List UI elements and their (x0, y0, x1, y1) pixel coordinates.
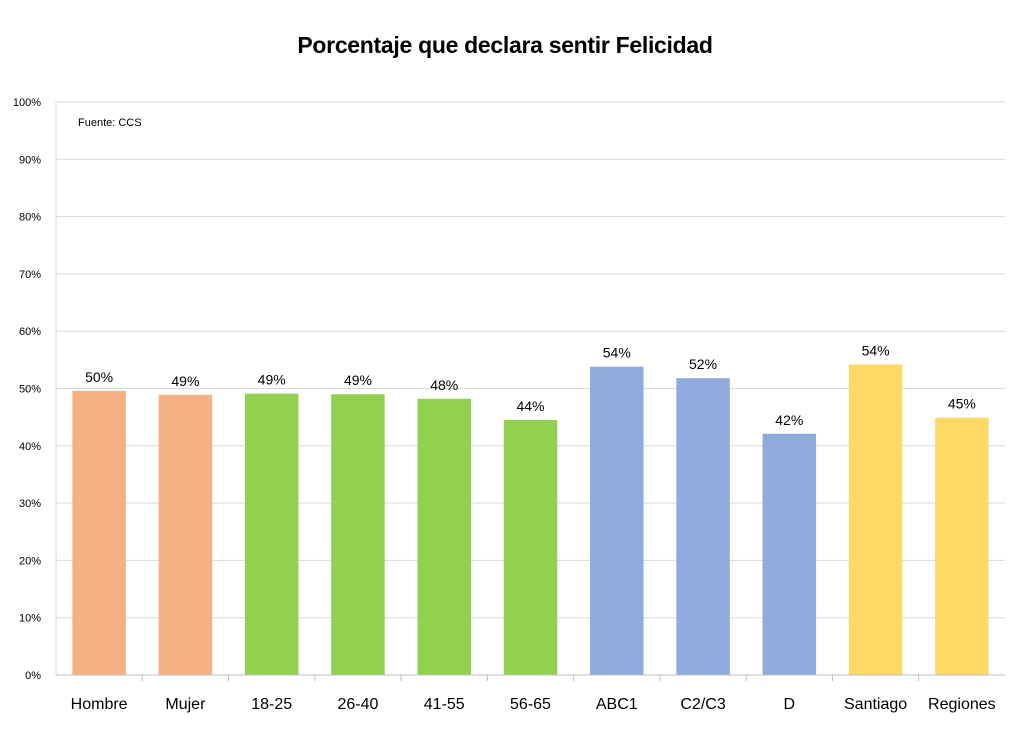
bar (848, 364, 903, 675)
y-tick-label: 0% (25, 670, 41, 682)
bar (417, 398, 471, 675)
bar (590, 366, 644, 675)
y-tick-label: 100% (13, 97, 41, 109)
x-tick-label: Regiones (928, 696, 996, 713)
x-tick-label: 18-25 (251, 696, 292, 713)
source-note: Fuente: CCS (78, 117, 142, 129)
bar (935, 417, 989, 675)
y-tick-label: 60% (19, 326, 41, 338)
data-label: 49% (258, 372, 286, 388)
y-tick-label: 70% (19, 269, 41, 281)
y-tick-label: 40% (19, 441, 41, 453)
x-tick-label: Hombre (71, 696, 128, 713)
x-tick-label: D (784, 696, 796, 713)
x-tick-label: C2/C3 (680, 696, 725, 713)
y-tick-label: 20% (19, 555, 41, 567)
x-tick-label: 26-40 (337, 696, 378, 713)
data-label: 54% (603, 345, 631, 361)
bar (762, 433, 817, 675)
bar (158, 394, 213, 675)
y-tick-label: 30% (19, 498, 41, 510)
chart-title: Porcentaje que declara sentir Felicidad (297, 32, 713, 58)
x-tick-label: 56-65 (510, 696, 551, 713)
data-label: 42% (775, 412, 803, 428)
bar (676, 378, 730, 675)
data-label: 50% (85, 369, 113, 385)
bar (72, 390, 126, 675)
data-label: 48% (430, 377, 458, 393)
labels: 0% 10% 20% 30% 40% 50% 60% 70% 80% 90% 100% 50% Homb… (13, 97, 996, 713)
bar (244, 393, 299, 675)
bar (503, 420, 558, 675)
x-tick-label: 41-55 (424, 696, 465, 713)
y-tick-label: 50% (19, 384, 41, 396)
bars (72, 364, 989, 675)
x-tick-label: Mujer (165, 696, 206, 713)
x-tick-label: Santiago (844, 696, 907, 713)
axes (55, 102, 1005, 676)
data-label: 54% (862, 342, 890, 358)
data-label: 45% (948, 396, 976, 412)
y-tick-label: 80% (19, 212, 41, 224)
data-label: 52% (689, 356, 717, 372)
data-label: 44% (516, 398, 544, 414)
y-tick-label: 90% (19, 154, 41, 166)
data-label: 49% (344, 372, 372, 388)
x-tick-label: ABC1 (596, 696, 638, 713)
data-label: 49% (171, 373, 199, 389)
y-tick-label: 10% (19, 613, 41, 625)
bar (331, 394, 385, 675)
